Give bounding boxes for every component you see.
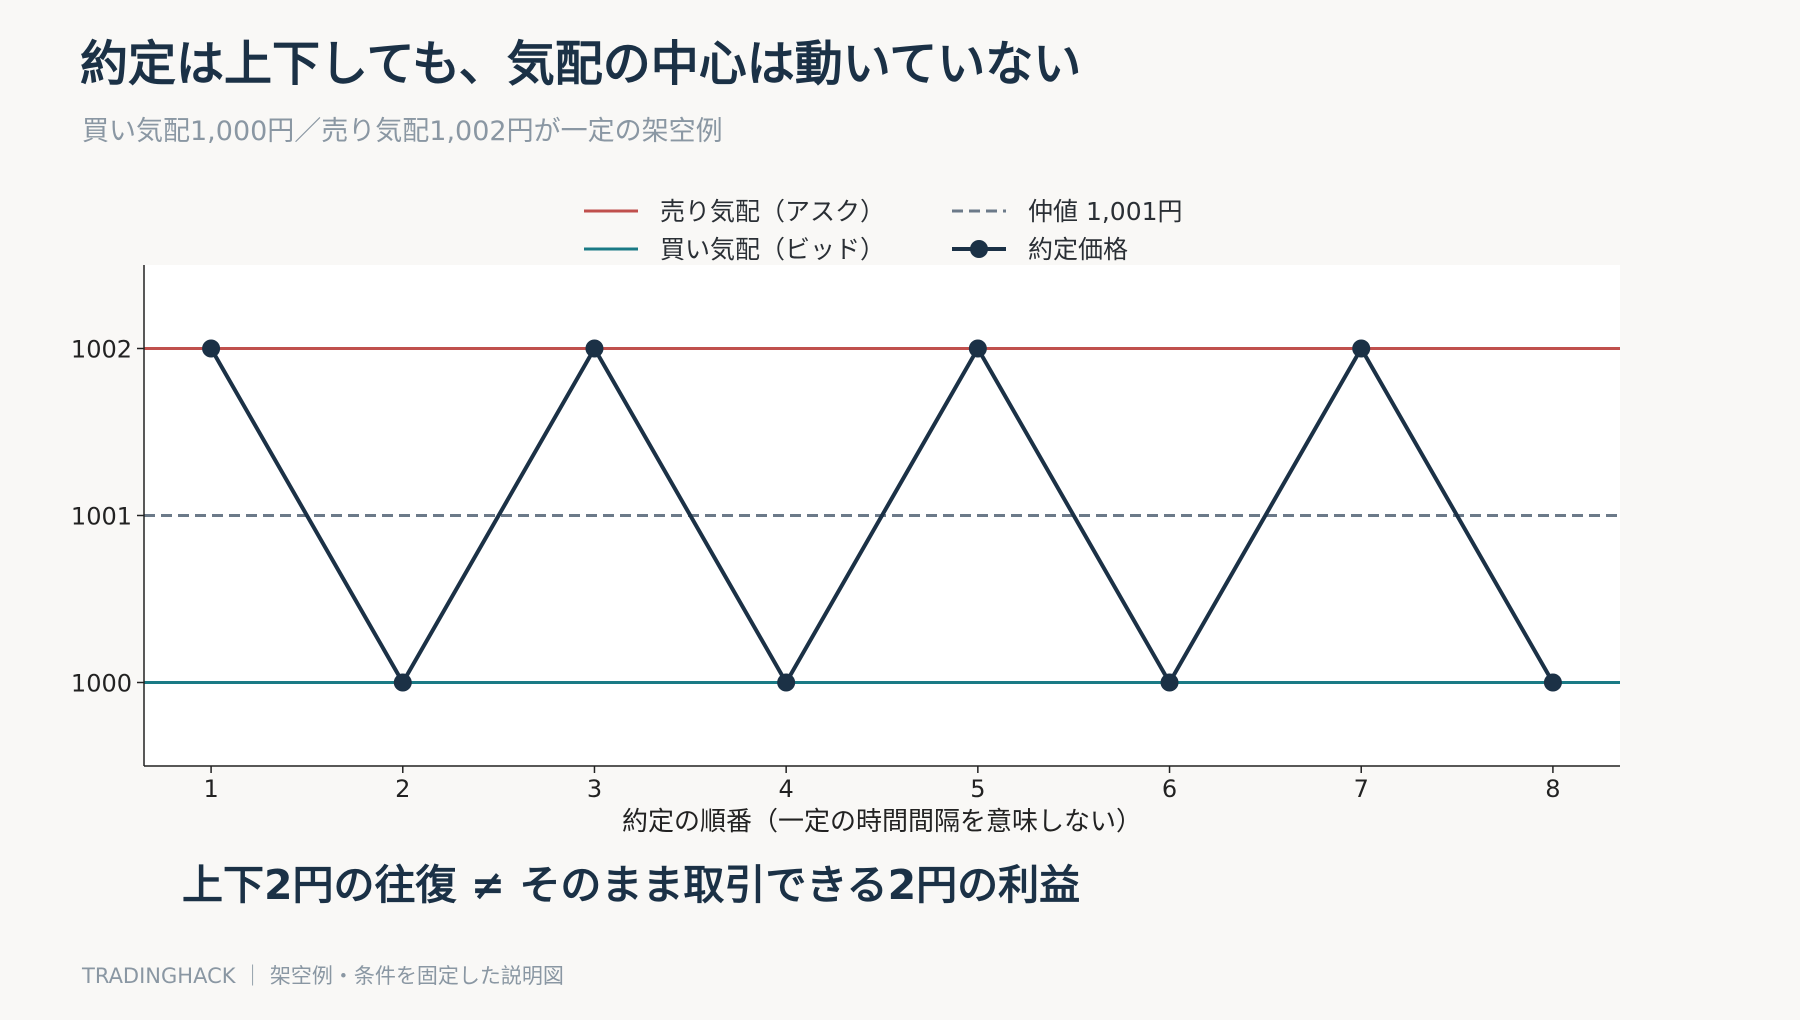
trade-point bbox=[202, 339, 221, 358]
footer-text: TRADINGHACK ｜ 架空例・条件を固定した説明図 bbox=[81, 964, 564, 988]
x-tick-label: 2 bbox=[395, 775, 410, 803]
legend: 売り気配（アスク） 買い気配（ビッド） 仲値 1,001円 約定価格 bbox=[584, 197, 1183, 264]
x-axis-label: 約定の順番（一定の時間間隔を意味しない） bbox=[622, 807, 1142, 837]
legend-bid-label: 買い気配（ビッド） bbox=[660, 235, 885, 264]
trade-point bbox=[968, 339, 987, 358]
x-tick-label: 5 bbox=[970, 775, 985, 803]
x-tick-label: 1 bbox=[203, 775, 218, 803]
legend-trade-marker bbox=[970, 240, 988, 258]
trade-point bbox=[393, 673, 412, 692]
plot bbox=[144, 339, 1620, 692]
ticks: 1000 1001 1002 1 2 3 4 5 6 7 8 bbox=[71, 336, 1561, 804]
x-tick-label: 3 bbox=[587, 775, 602, 803]
legend-mid-label: 仲値 1,001円 bbox=[1028, 197, 1183, 226]
chart-subtitle: 買い気配1,000円／売り気配1,002円が一定の架空例 bbox=[82, 116, 723, 147]
legend-ask-label: 売り気配（アスク） bbox=[660, 197, 885, 226]
trade-point bbox=[1160, 673, 1179, 692]
trade-point bbox=[777, 673, 796, 692]
chart-title: 約定は上下しても、気配の中心は動いていない bbox=[80, 36, 1081, 92]
callout-text: 上下2円の往復 ≠ そのまま取引できる2円の利益 bbox=[182, 861, 1080, 909]
trade-point bbox=[1352, 339, 1371, 358]
y-tick-label: 1001 bbox=[71, 503, 132, 531]
y-tick-label: 1002 bbox=[71, 336, 132, 364]
x-tick-label: 6 bbox=[1162, 775, 1177, 803]
trade-point bbox=[585, 339, 604, 358]
trade-price-line bbox=[209, 344, 1555, 687]
y-tick-label: 1000 bbox=[71, 670, 132, 698]
x-tick-label: 4 bbox=[779, 775, 794, 803]
x-tick-label: 8 bbox=[1545, 775, 1560, 803]
legend-trade-label: 約定価格 bbox=[1028, 235, 1128, 264]
trade-point bbox=[1543, 673, 1562, 692]
x-tick-label: 7 bbox=[1354, 775, 1369, 803]
